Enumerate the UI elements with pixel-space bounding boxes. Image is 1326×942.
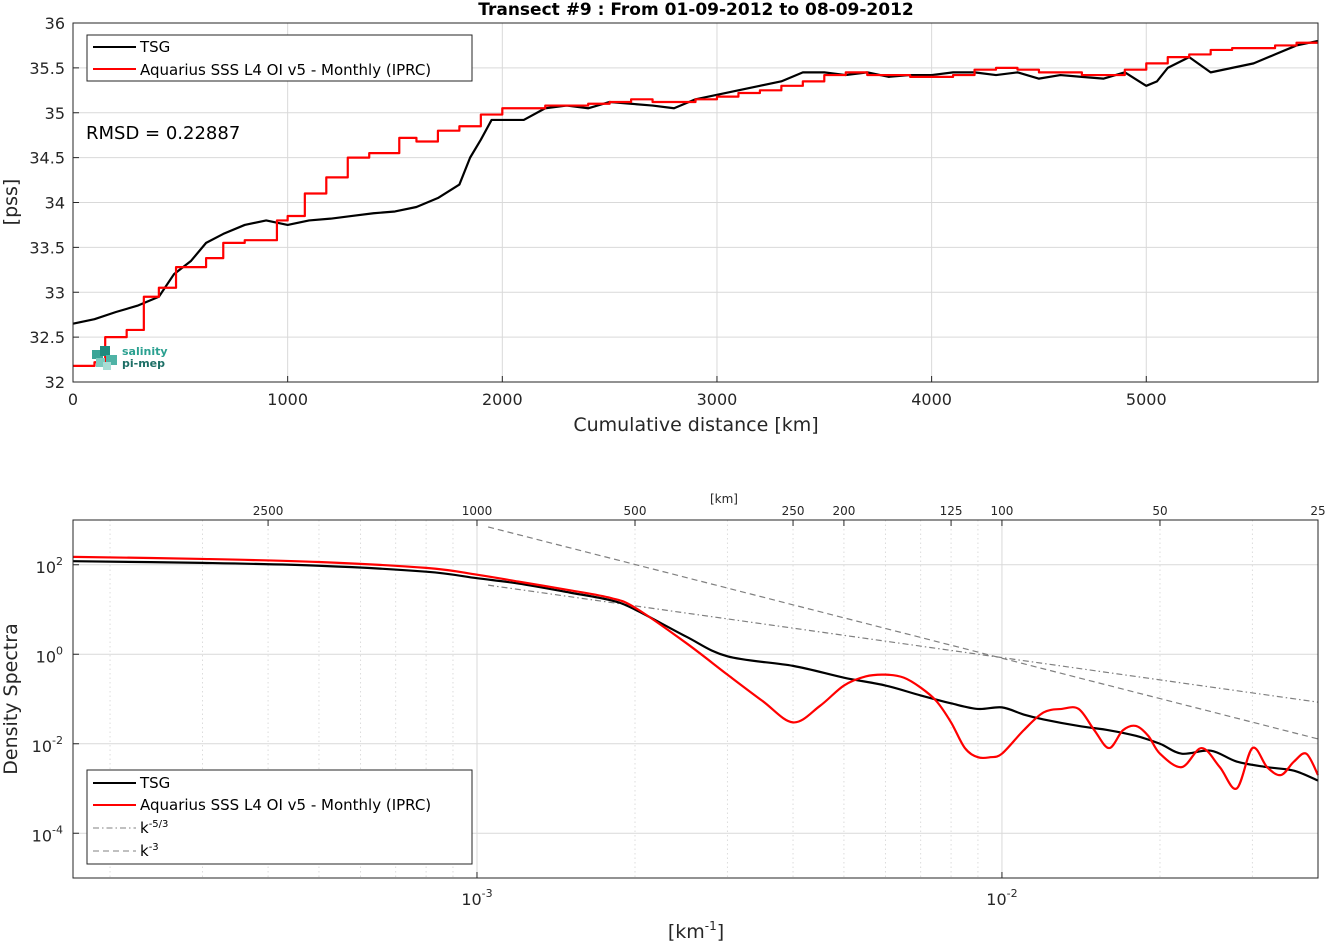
bottom-legend-label-k3: k-3 — [140, 842, 159, 860]
bottom-legend-label-k3-main: k — [140, 842, 149, 860]
bottom-y-tick-label: 10-2 — [32, 734, 63, 756]
bottom-x-axis-label-sup: -1 — [705, 919, 717, 933]
bottom-x-ticks: 10-3 10-2 — [461, 872, 1018, 909]
salinity-pimep-logo: salinity pi-mep — [92, 345, 168, 370]
logo-text-line1: salinity — [122, 345, 168, 358]
bottom-x-tick-label: 10-3 — [461, 887, 492, 909]
bottom-series-line-k3 — [487, 526, 1319, 740]
bottom-top-tick-label: 125 — [940, 504, 963, 518]
top-y-tick-label: 32.5 — [29, 328, 65, 347]
top-chart-title: Transect #9 : From 01-09-2012 to 08-09-2… — [478, 0, 914, 20]
bottom-series-line-tsg — [72, 560, 1319, 782]
top-legend-label-tsg: TSG — [139, 38, 170, 56]
bottom-y-axis-label: Density Spectra — [0, 623, 22, 774]
bottom-legend-box — [86, 769, 473, 865]
bottom-legend-label-aquarius: Aquarius SSS L4 OI v5 - Monthly (IPRC) — [140, 796, 431, 814]
top-y-tick-label: 34 — [45, 194, 65, 213]
bottom-y-tick-label: 100 — [36, 644, 63, 666]
bottom-legend-label-k53-sup: -5/3 — [149, 819, 169, 830]
top-y-tick-label: 35.5 — [29, 59, 65, 78]
bottom-legend-label-tsg: TSG — [139, 774, 170, 792]
top-y-tick-label: 35 — [45, 104, 65, 123]
bottom-top-tick-label: 200 — [832, 504, 855, 518]
bottom-y-tick-label: 10-4 — [32, 823, 63, 845]
logo-block-4 — [106, 355, 117, 365]
top-x-tick-label: 4000 — [911, 390, 952, 409]
bottom-top-tick-label: 250 — [782, 504, 805, 518]
bottom-top-tick-label: 100 — [990, 504, 1013, 518]
bottom-panel: 10-3 10-2 10-4 10-2 100 102 2500 1000 500 250 20… — [0, 492, 1326, 942]
bottom-top-tick-label: 500 — [624, 504, 647, 518]
top-series-line-aquarius — [73, 41, 1318, 367]
bottom-x-axis-label-end: ] — [717, 921, 724, 942]
top-y-tick-label: 33 — [45, 283, 65, 302]
logo-block-5 — [103, 362, 111, 370]
top-y-tick-label: 36 — [45, 14, 65, 33]
top-legend-label-aquarius: Aquarius SSS L4 OI v5 - Monthly (IPRC) — [140, 61, 431, 79]
bottom-top-tick-label: 25 — [1310, 504, 1325, 518]
bottom-series-line-aquarius — [72, 555, 1319, 790]
top-panel: Transect #9 : From 01-09-2012 to 08-09-2… — [0, 0, 1319, 436]
top-legend-box — [86, 34, 473, 82]
bottom-series — [72, 526, 1319, 790]
bottom-legend-label-k3-sup: -3 — [149, 842, 159, 853]
bottom-top-axis-label: [km] — [710, 492, 738, 506]
bottom-y-tick-label: 102 — [36, 555, 63, 577]
bottom-top-km-ticks: 2500 1000 500 250 200 125 100 50 25 — [253, 504, 1326, 526]
top-x-tick-label: 3000 — [697, 390, 738, 409]
bottom-y-ticks: 10-4 10-2 100 102 — [32, 555, 79, 845]
logo-block-3 — [96, 358, 105, 367]
bottom-x-axis-label: [km-1] — [668, 919, 724, 942]
bottom-plot-frame — [72, 519, 1319, 879]
bottom-x-tick-label: 10-2 — [986, 887, 1017, 909]
top-x-tick-label: 1000 — [267, 390, 308, 409]
top-x-tick-label: 0 — [68, 390, 78, 409]
top-series — [72, 39, 1319, 367]
top-plot-frame — [72, 22, 1319, 383]
bottom-legend-label-k53-main: k — [140, 819, 149, 837]
logo-text-line2: pi-mep — [122, 357, 165, 370]
top-legend: TSG Aquarius SSS L4 OI v5 - Monthly (IPR… — [86, 34, 473, 82]
top-y-tick-label: 34.5 — [29, 149, 65, 168]
top-y-ticks: 32 32.5 33 33.5 34 34.5 35 35.5 36 — [29, 14, 79, 392]
bottom-legend: TSG Aquarius SSS L4 OI v5 - Monthly (IPR… — [86, 769, 473, 865]
bottom-top-tick-label: 50 — [1152, 504, 1167, 518]
top-x-tick-label: 2000 — [482, 390, 523, 409]
logo-block-2 — [100, 346, 110, 356]
bottom-x-axis-label-main: [km — [668, 921, 705, 942]
logo-block-1 — [92, 350, 103, 359]
top-x-axis-label: Cumulative distance [km] — [573, 414, 818, 436]
top-x-ticks: 0 1000 2000 3000 4000 5000 — [68, 376, 1167, 409]
rmsd-annotation: RMSD = 0.22887 — [86, 123, 240, 144]
top-y-tick-label: 33.5 — [29, 238, 65, 257]
top-x-tick-label: 5000 — [1126, 390, 1167, 409]
bottom-top-tick-label: 1000 — [462, 504, 493, 518]
bottom-top-tick-label: 2500 — [253, 504, 284, 518]
top-y-tick-label: 32 — [45, 373, 65, 392]
bottom-legend-label-k53: k-5/3 — [140, 819, 168, 837]
top-y-axis-label: [pss] — [0, 179, 22, 226]
